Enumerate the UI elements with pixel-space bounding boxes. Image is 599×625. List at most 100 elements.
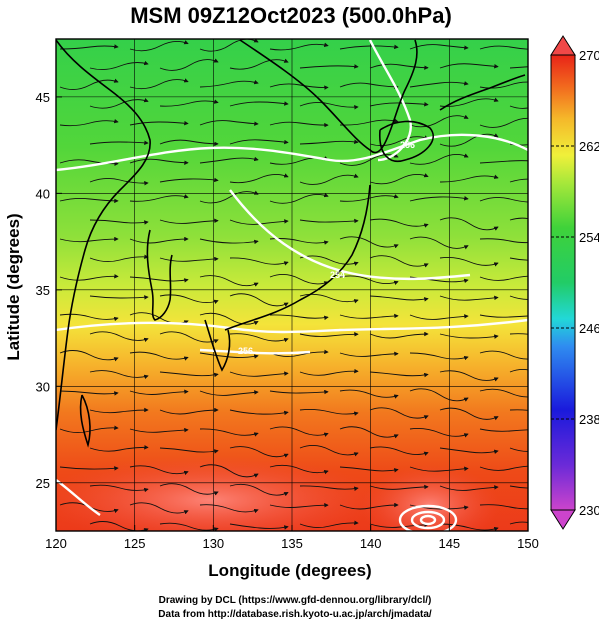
colorbar-bottom-triangle <box>550 509 576 530</box>
streamline <box>409 388 469 402</box>
streamline <box>299 218 359 224</box>
streamline <box>439 256 499 267</box>
streamline <box>439 295 499 301</box>
y-tick-label: 30 <box>36 379 50 394</box>
streamline <box>159 58 219 71</box>
streamline <box>339 194 399 202</box>
coast-hokkaido <box>379 120 434 162</box>
contour-260 <box>199 348 311 355</box>
y-tick-label: 25 <box>36 476 50 491</box>
contour-254 <box>229 189 471 281</box>
streamline <box>129 40 189 52</box>
streamline <box>479 238 528 244</box>
streamline <box>479 428 528 432</box>
contour-east-upper <box>368 39 412 162</box>
coast-japan-honshu <box>224 184 371 331</box>
streamline <box>199 238 259 245</box>
streamline <box>129 236 189 244</box>
streamline <box>369 135 429 147</box>
streamline <box>229 257 289 266</box>
streamline <box>369 331 429 339</box>
streamline <box>339 502 399 510</box>
streamline <box>129 194 189 202</box>
streamline <box>199 504 259 514</box>
colorbar-tick-label: 238 <box>579 412 599 427</box>
colorbar-top-triangle <box>550 35 576 56</box>
streamline <box>409 466 469 472</box>
colorbar-tick-label: 270 <box>579 48 599 63</box>
x-tick-label: 120 <box>45 536 67 551</box>
streamline <box>269 121 329 128</box>
streamline <box>159 371 219 378</box>
x-tick-label: 145 <box>438 536 460 551</box>
x-tick-label: 140 <box>360 536 382 551</box>
streamline <box>159 294 219 305</box>
streamline <box>269 314 329 321</box>
x-tick-label: 130 <box>202 536 224 551</box>
streamline <box>199 390 259 396</box>
streamline <box>59 350 119 362</box>
streamline <box>439 447 499 454</box>
colorbar-tick-label: 230 <box>579 503 599 518</box>
streamline <box>269 426 329 437</box>
streamline <box>409 352 469 361</box>
streamline <box>89 60 149 70</box>
streamline <box>199 312 259 326</box>
streamline <box>509 369 528 373</box>
streamline <box>339 351 399 357</box>
streamline <box>339 236 399 249</box>
streamline <box>89 254 149 263</box>
streamline <box>439 523 499 531</box>
streamline <box>369 255 429 268</box>
streamline <box>199 275 259 287</box>
contour-typhoon-3 <box>419 514 437 526</box>
streamline <box>229 101 289 107</box>
streamline <box>509 333 528 335</box>
streamline <box>339 44 399 50</box>
streamline <box>269 192 329 204</box>
streamline <box>229 523 289 530</box>
streamline <box>509 257 528 261</box>
streamline <box>229 371 289 377</box>
streamline <box>159 218 219 224</box>
contour-typhoon-2 <box>410 510 446 530</box>
streamline <box>129 351 189 361</box>
colorbar-ticks: 270 262 254 246 238 230 <box>551 48 599 518</box>
coast-japan-kyushu <box>204 319 231 372</box>
streamline <box>59 44 119 50</box>
streamline <box>59 466 119 471</box>
streamline <box>229 139 289 145</box>
streamline <box>89 331 149 343</box>
streamline <box>199 464 259 478</box>
streamline <box>229 58 289 70</box>
streamline <box>89 219 149 225</box>
streamline <box>59 390 119 396</box>
streamline <box>59 236 119 243</box>
streamline <box>479 350 528 360</box>
streamline <box>479 275 528 281</box>
coast-korea <box>146 229 173 321</box>
streamline <box>299 255 359 266</box>
streamline <box>339 82 399 90</box>
streamline <box>59 313 119 322</box>
coast-china <box>56 39 151 431</box>
streamline <box>479 314 528 318</box>
x-tick-label: 125 <box>124 536 146 551</box>
streamline <box>409 44 469 50</box>
streamline <box>89 370 149 380</box>
y-tick-label: 40 <box>36 186 50 201</box>
streamline <box>269 389 329 395</box>
streamline <box>369 295 429 302</box>
streamline <box>369 522 429 528</box>
streamline <box>339 389 399 399</box>
streamline <box>369 173 429 185</box>
streamline <box>439 97 499 107</box>
streamline <box>509 447 528 452</box>
contour-256-north <box>56 133 528 172</box>
y-tick-label: 45 <box>36 90 50 105</box>
streamline <box>269 42 329 51</box>
streamline <box>439 174 499 183</box>
streamline <box>229 446 289 458</box>
streamline <box>479 45 528 50</box>
streamline <box>339 118 399 126</box>
